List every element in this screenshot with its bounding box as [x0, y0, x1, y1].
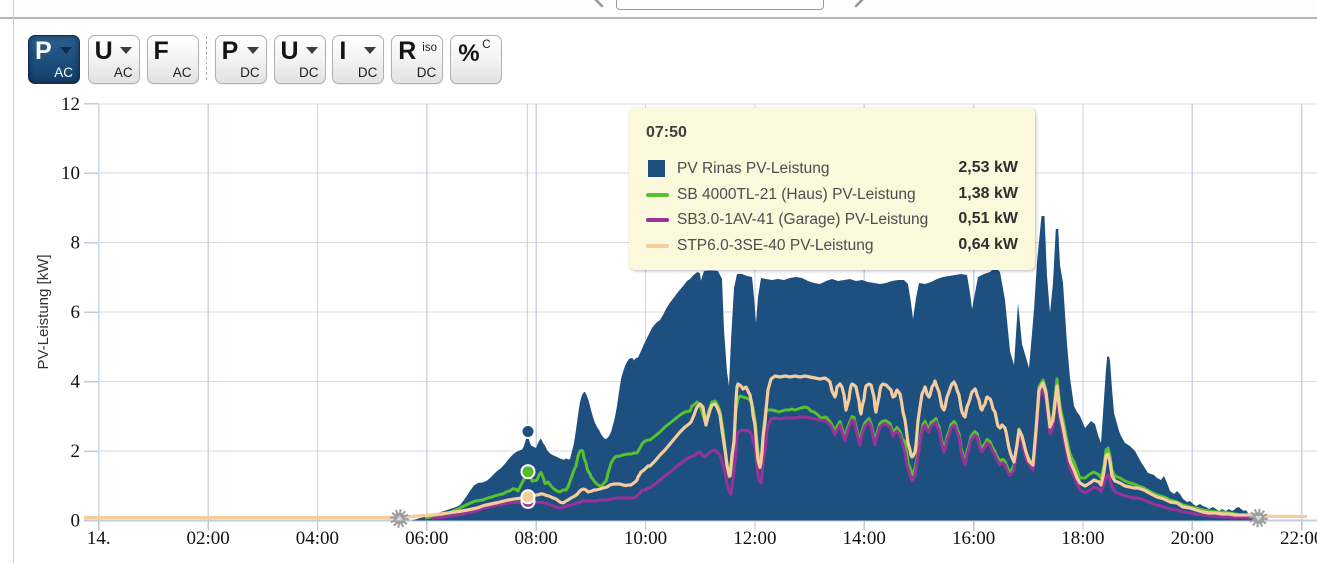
svg-text:6: 6	[71, 302, 81, 323]
svg-text:4: 4	[71, 372, 81, 393]
svg-text:14.: 14.	[87, 528, 111, 549]
svg-text:04:00: 04:00	[296, 528, 339, 549]
svg-text:PV-Leistung [kW]: PV-Leistung [kW]	[35, 254, 52, 369]
svg-text:0: 0	[71, 511, 81, 532]
svg-text:10:00: 10:00	[624, 528, 667, 549]
svg-text:2: 2	[71, 441, 81, 462]
svg-text:08:00: 08:00	[514, 528, 557, 549]
svg-text:10: 10	[61, 163, 80, 184]
svg-text:12: 12	[61, 94, 80, 115]
svg-text:8: 8	[71, 233, 81, 254]
svg-text:22:00: 22:00	[1280, 528, 1317, 549]
svg-text:02:00: 02:00	[186, 528, 229, 549]
svg-text:14:00: 14:00	[843, 528, 886, 549]
svg-text:06:00: 06:00	[405, 528, 448, 549]
svg-text:12:00: 12:00	[733, 528, 776, 549]
svg-text:20:00: 20:00	[1171, 528, 1214, 549]
svg-text:16:00: 16:00	[952, 528, 995, 549]
svg-text:18:00: 18:00	[1061, 528, 1104, 549]
